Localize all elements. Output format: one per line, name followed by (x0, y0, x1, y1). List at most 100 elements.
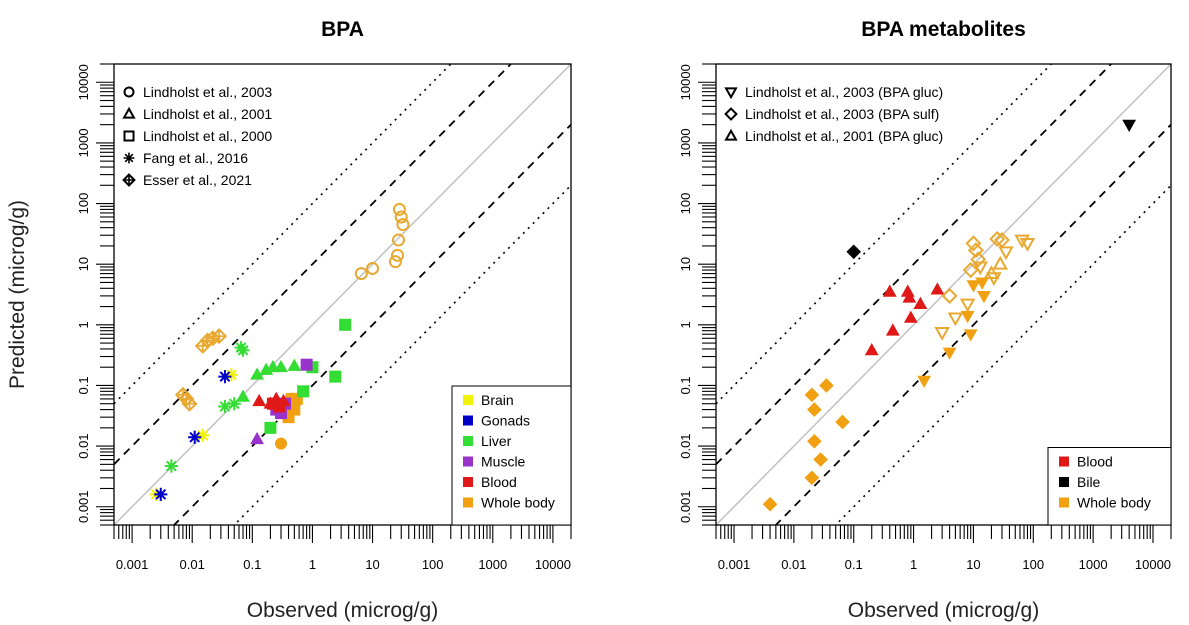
point-liver-asterisk (164, 459, 178, 473)
point-whole-body-triangle-down (966, 280, 981, 293)
legend-swatch (463, 477, 473, 487)
point-whole-body-triangle-down (998, 246, 1014, 261)
tissue-legend-label: Liver (481, 433, 512, 449)
tissue-legend-label: Whole body (481, 495, 555, 511)
lower-10-fold-line (233, 184, 571, 525)
x-tick-label: 0.001 (116, 557, 149, 572)
y-tick-label: 1000 (678, 128, 693, 157)
x-tick-label: 10000 (535, 557, 571, 572)
point-liver-triangle (236, 389, 250, 402)
point-whole-body-triangle-down (917, 375, 932, 389)
y-tick-label: 10000 (76, 64, 91, 100)
point-whole-body-diamond (970, 251, 987, 268)
point-whole-body-circle (366, 261, 380, 275)
x-tick-label: 100 (422, 557, 444, 572)
point-brain-asterisk (224, 368, 239, 382)
x-tick-label: 0.01 (180, 557, 205, 572)
point-bile-diamond (846, 244, 862, 260)
y-tick-label: 100 (678, 193, 693, 215)
point-whole-body-circle (354, 267, 368, 281)
panel-1: BPA Observed (microg/g) Predicted (microg/… (6, 18, 572, 622)
point-muscle-triangle (250, 431, 264, 445)
y-tick-label: 10 (76, 257, 91, 271)
tissue-legend-label: Gonads (481, 413, 530, 429)
point-whole-body-diamond (807, 402, 822, 417)
point-liver-triangle (287, 358, 302, 371)
lower-10-fold-line (834, 184, 1171, 525)
y-tick-label: 0.1 (678, 376, 693, 394)
point-blood-triangle (882, 284, 897, 297)
axis-ticks (96, 63, 572, 543)
point-whole-body-triangle (983, 265, 1000, 279)
point-whole-body-diamond (813, 452, 828, 467)
y-tick-label: 0.001 (76, 490, 91, 523)
study-legend: Lindholst et al., 2003 (BPA gluc) Lindhol… (724, 84, 943, 144)
marker-cross (123, 174, 135, 186)
upper-10-fold-line (114, 64, 452, 405)
marker-cross (182, 397, 197, 411)
x-tick-label: 0.01 (781, 557, 806, 572)
point-brain-asterisk (196, 428, 210, 443)
tissue-legend-label: Blood (1077, 454, 1113, 470)
y-axis-label: Predicted (microg/g) (6, 200, 29, 389)
x-tick-label: 1000 (1079, 557, 1108, 572)
legend-marker-circle (123, 86, 135, 98)
point-blood-triangle (252, 393, 267, 407)
panel-2: BPA metabolites Observed (microg/g) 0.001 0… (678, 18, 1172, 622)
point-liver-square (329, 370, 342, 383)
point-whole-body-triangle-down (959, 298, 976, 313)
x-tick-label: 100 (1022, 557, 1044, 572)
y-tick-label: 1 (76, 321, 91, 328)
point-blood-triangle (864, 342, 879, 356)
point-blood-triangle (903, 310, 918, 323)
tissue-legend-label: Whole body (1077, 495, 1151, 511)
x-tick-label: 0.1 (243, 557, 261, 572)
point-whole-body-circle (396, 218, 410, 232)
legend-swatch (463, 497, 473, 508)
lower-2-fold-line (172, 124, 571, 525)
x-tick-label: 0.1 (845, 557, 863, 572)
x-tick-label: 10 (966, 557, 980, 572)
y-tick-label: 0.01 (678, 433, 693, 458)
point-liver-asterisk (236, 343, 250, 357)
tissue-legend-label: Bile (1077, 474, 1101, 490)
upper-10-fold-line (716, 64, 1053, 405)
x-tick-label: 0.001 (718, 557, 751, 572)
point-blood-triangle (913, 296, 928, 309)
study-legend-label: Lindholst et al., 2001 (BPA gluc) (745, 128, 943, 144)
point-whole-body-diamond (804, 387, 820, 403)
point-whole-body-triangle-down (942, 347, 957, 360)
marker-cross (212, 329, 226, 343)
tissue-legend: Brain Gonads Liver Muscle Blood Whole body (451, 385, 572, 526)
lower-2-fold-line (774, 124, 1171, 525)
legend-marker-square (123, 130, 135, 142)
y-tick-label: 0.01 (76, 433, 91, 458)
legend-swatch (463, 436, 473, 446)
point-liver-square (297, 385, 310, 398)
data-points (149, 202, 410, 501)
x-tick-label: 1000 (478, 557, 507, 572)
point-whole-body-circle (388, 255, 402, 269)
x-tick-label: 10000 (1135, 557, 1171, 572)
y-tick-label: 10000 (678, 64, 693, 100)
y-tick-label: 1 (678, 321, 693, 328)
point-liver-square (339, 318, 352, 331)
legend-marker-diamond-plus (122, 173, 136, 187)
point-whole-body-diamond (762, 496, 778, 512)
tissue-legend-label: Blood (481, 474, 517, 490)
point-whole-body-diamond (941, 287, 958, 304)
x-tick-label: 1 (910, 557, 917, 572)
legend-swatch (463, 456, 473, 467)
tissue-legend-label: Muscle (481, 454, 526, 470)
upper-2-fold-line (716, 64, 1113, 465)
study-legend-label: Lindholst et al., 2003 (BPA sulf) (745, 106, 939, 122)
point-whole-body-diamond (807, 433, 822, 449)
point-whole-body-triangle-down (947, 312, 964, 327)
point-whole-body-triangle-down (934, 326, 950, 341)
y-tick-label: 1000 (76, 128, 91, 157)
point-blood-triangle (930, 282, 945, 295)
legend-swatch (463, 415, 473, 426)
study-legend-label: Fang et al., 2016 (143, 150, 248, 166)
study-legend-label: Lindholst et al., 2001 (143, 106, 272, 122)
